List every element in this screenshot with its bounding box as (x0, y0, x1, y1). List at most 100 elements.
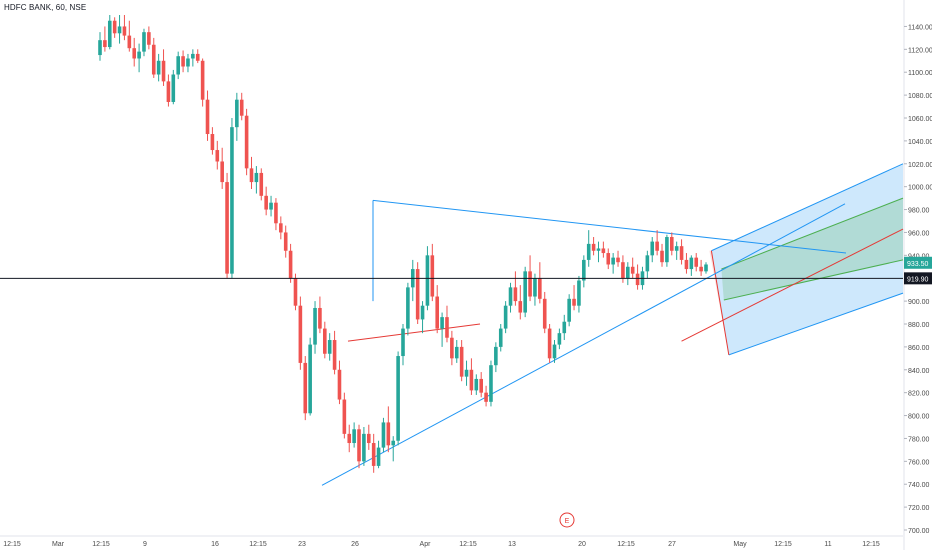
crosshair-price-label: 919.90 (907, 276, 929, 283)
candle-body (357, 429, 361, 462)
x-tick-label: 26 (351, 541, 359, 548)
candle-body (186, 58, 190, 67)
pitchfork-upper-line (711, 163, 904, 252)
earnings-event-marker[interactable]: E (559, 512, 575, 528)
y-tick-label: 900.00 (908, 299, 930, 306)
candle-body (323, 328, 327, 354)
x-tick-label: 16 (211, 541, 219, 548)
y-tick-label: 720.00 (908, 505, 930, 512)
pitchfork-handle-line (710, 250, 730, 355)
candle-body (239, 99, 244, 116)
candle-body (117, 26, 122, 34)
candle-body (371, 443, 376, 466)
candle-body (366, 433, 371, 444)
candle-body (513, 287, 518, 302)
y-tick-label: 820.00 (908, 391, 930, 398)
pitchfork-inner-lower-line (723, 259, 904, 301)
x-tick-label: Apr (420, 541, 432, 548)
candle-body (313, 307, 317, 345)
candle-body (195, 53, 200, 61)
x-tick-label: 12:15 (862, 541, 880, 548)
candle-body (327, 340, 332, 354)
candle-body (601, 248, 606, 254)
candle-body (332, 340, 337, 370)
candle-body (494, 346, 498, 366)
candle-body (596, 248, 601, 251)
candle-body (337, 369, 342, 400)
candle-body (645, 255, 650, 272)
x-tick-label: 12:15 (3, 541, 21, 548)
candle-body (156, 60, 161, 75)
candle-body (401, 328, 405, 357)
candle-body (288, 250, 293, 279)
pitchfork-outer-fill (711, 163, 903, 355)
pitchfork-handle-fill (709, 250, 729, 355)
candle-body (191, 53, 195, 59)
x-tick-label: 11 (824, 541, 831, 548)
candle-body (674, 246, 679, 251)
candle-body (122, 26, 127, 36)
candle-body (684, 259, 689, 270)
y-tick-label: 1000.00 (908, 185, 932, 192)
y-tick-label: 740.00 (908, 482, 930, 489)
candle-body (650, 241, 655, 256)
candle-body (210, 134, 215, 151)
y-tick-label: 880.00 (908, 322, 930, 329)
x-tick-label: 27 (668, 541, 676, 548)
pattern-bottom-line (321, 203, 846, 486)
candle-body (459, 346, 464, 377)
candle-body (694, 257, 699, 267)
x-tick-label: Mar (52, 541, 65, 548)
candle-body (318, 307, 322, 329)
candle-body (606, 253, 611, 265)
candle-body (225, 182, 229, 274)
candle-body (362, 433, 366, 462)
candle-body (484, 392, 488, 402)
candle-body (440, 317, 444, 329)
candle-body (508, 287, 513, 306)
candle-body (611, 257, 615, 265)
x-tick-label: 12:15 (249, 541, 267, 548)
candle-body (308, 344, 312, 414)
candle-body (523, 271, 527, 313)
x-tick-label: 9 (143, 541, 147, 548)
candle-body (586, 243, 591, 260)
candle-body (283, 232, 288, 251)
candle-body (176, 56, 180, 75)
candle-body (498, 328, 503, 347)
candle-body (567, 298, 571, 322)
y-tick-label: 1060.00 (908, 116, 932, 123)
candle-body (137, 51, 141, 59)
candle-body (420, 305, 425, 320)
symbol-label: HDFC BANK, 60, NSE (4, 3, 87, 12)
x-tick-label: 12:15 (459, 541, 477, 548)
candle-body (572, 298, 576, 306)
y-tick-label: 780.00 (908, 436, 930, 443)
candle-body (200, 60, 205, 100)
y-tick-label: 1140.00 (908, 24, 932, 31)
y-tick-label: 700.00 (908, 528, 930, 535)
y-tick-label: 1020.00 (908, 162, 932, 169)
candle-body (98, 40, 102, 56)
candle-body (386, 422, 391, 446)
crosshair-price-badge (904, 272, 932, 285)
event-marker-circle (559, 512, 575, 528)
y-tick-label: 800.00 (908, 414, 930, 421)
candle-body (396, 356, 400, 441)
candle-body (635, 273, 640, 286)
candle-body (474, 378, 479, 391)
candle-body (454, 346, 459, 359)
candle-body (518, 301, 523, 313)
y-tick-label: 980.00 (908, 208, 930, 215)
candle-body (616, 257, 620, 263)
y-tick-label: 840.00 (908, 368, 930, 375)
candle-body (244, 115, 249, 169)
candle-body (406, 287, 410, 329)
candle-body (230, 127, 234, 274)
candle-body (689, 257, 694, 270)
candle-body (415, 269, 420, 320)
candle-body (665, 237, 669, 263)
y-tick-label: 1120.00 (908, 47, 932, 54)
